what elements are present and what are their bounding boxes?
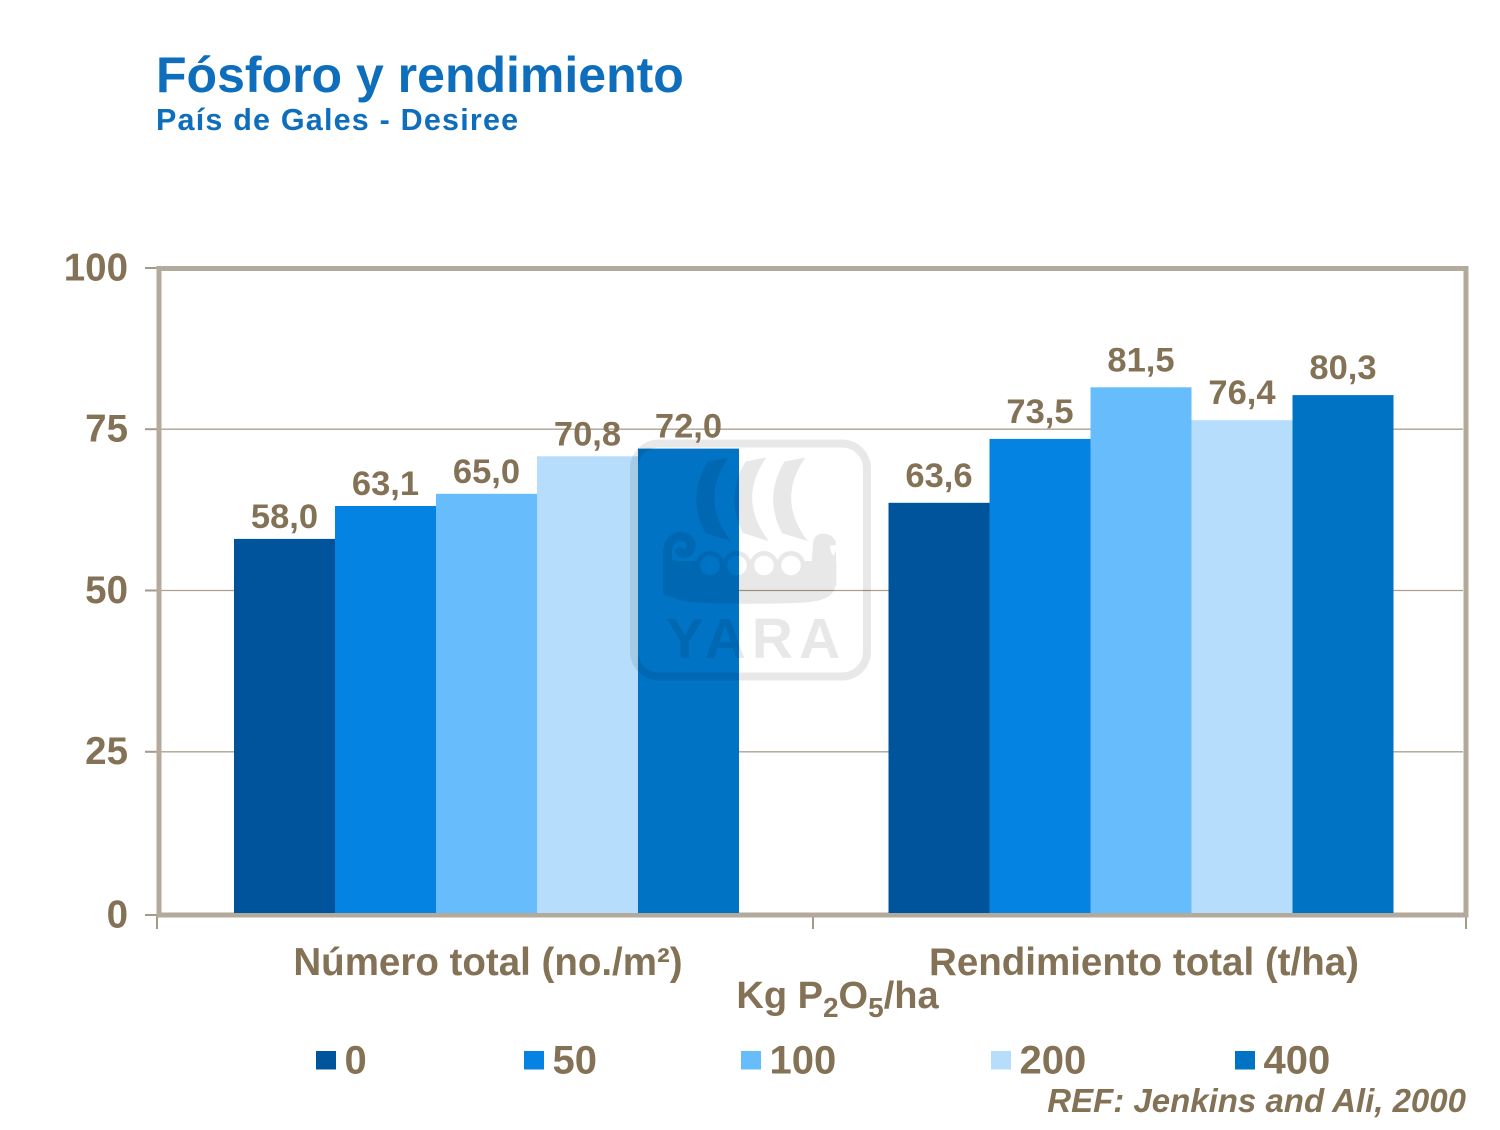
- svg-text:75: 75: [85, 408, 128, 451]
- svg-text:50: 50: [85, 569, 128, 612]
- svg-text:Rendimiento total (t/ha): Rendimiento total (t/ha): [929, 941, 1359, 984]
- svg-text:72,0: 72,0: [655, 408, 722, 446]
- svg-text:País de Gales - Desiree: País de Gales - Desiree: [156, 103, 519, 137]
- svg-text:63,1: 63,1: [352, 465, 419, 503]
- svg-text:73,5: 73,5: [1006, 393, 1073, 431]
- svg-text:YARA: YARA: [666, 607, 846, 671]
- svg-text:100: 100: [64, 246, 128, 289]
- svg-text:63,6: 63,6: [905, 457, 972, 495]
- svg-text:65,0: 65,0: [453, 453, 520, 491]
- svg-text:0: 0: [345, 1039, 367, 1083]
- svg-text:Número total (no./m²): Número total (no./m²): [293, 941, 682, 984]
- svg-text:400: 400: [1264, 1039, 1331, 1083]
- svg-text:REF: Jenkins and Ali, 2000: REF: Jenkins and Ali, 2000: [1047, 1082, 1466, 1119]
- svg-text:Kg P2O5/ha: Kg P2O5/ha: [736, 975, 939, 1023]
- svg-text:25: 25: [85, 730, 128, 773]
- svg-text:70,8: 70,8: [554, 415, 621, 453]
- svg-text:Fósforo y rendimiento: Fósforo y rendimiento: [156, 47, 684, 103]
- svg-text:100: 100: [770, 1039, 837, 1083]
- svg-text:81,5: 81,5: [1107, 341, 1174, 379]
- svg-text:58,0: 58,0: [251, 498, 318, 536]
- svg-text:50: 50: [553, 1039, 598, 1083]
- svg-text:0: 0: [107, 893, 128, 936]
- svg-text:200: 200: [1020, 1039, 1087, 1083]
- svg-text:76,4: 76,4: [1208, 374, 1275, 412]
- svg-text:80,3: 80,3: [1309, 349, 1376, 387]
